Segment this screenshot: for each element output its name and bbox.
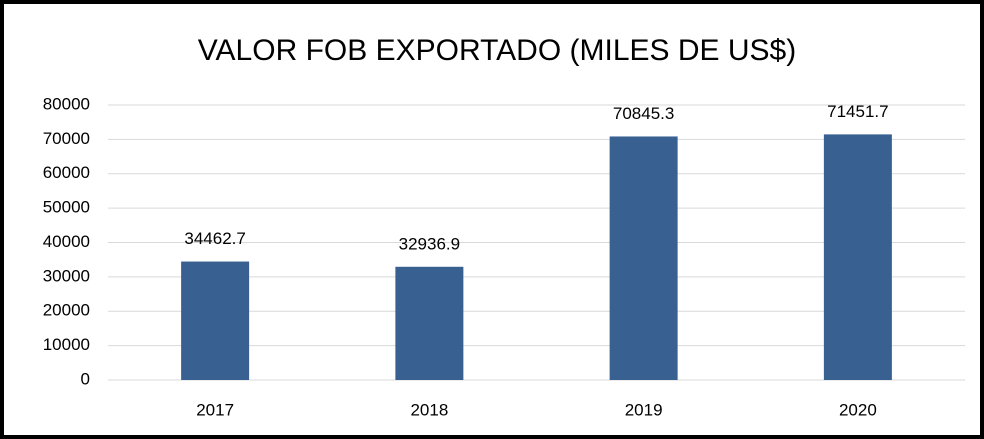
y-tick-label: 50000 bbox=[43, 198, 90, 217]
data-label: 32936.9 bbox=[399, 234, 460, 253]
y-tick-label: 0 bbox=[81, 369, 90, 388]
y-tick-label: 60000 bbox=[43, 163, 90, 182]
y-tick-label: 40000 bbox=[43, 232, 90, 251]
data-label: 71451.7 bbox=[827, 102, 888, 121]
x-tick-label: 2017 bbox=[196, 400, 234, 419]
x-tick-label: 2018 bbox=[410, 400, 448, 419]
x-tick-label: 2019 bbox=[625, 400, 663, 419]
data-label: 70845.3 bbox=[613, 104, 674, 123]
bar bbox=[395, 266, 464, 380]
y-tick-label: 10000 bbox=[43, 335, 90, 354]
y-tick-label: 80000 bbox=[43, 94, 90, 113]
data-label: 34462.7 bbox=[184, 229, 245, 248]
y-tick-label: 30000 bbox=[43, 266, 90, 285]
bar bbox=[181, 261, 250, 380]
y-tick-label: 20000 bbox=[43, 301, 90, 320]
y-tick-label: 70000 bbox=[43, 129, 90, 148]
chart-title: VALOR FOB EXPORTADO (MILES DE US$) bbox=[198, 34, 796, 67]
bar bbox=[823, 134, 892, 380]
bar bbox=[609, 136, 678, 380]
x-tick-label: 2020 bbox=[839, 400, 877, 419]
